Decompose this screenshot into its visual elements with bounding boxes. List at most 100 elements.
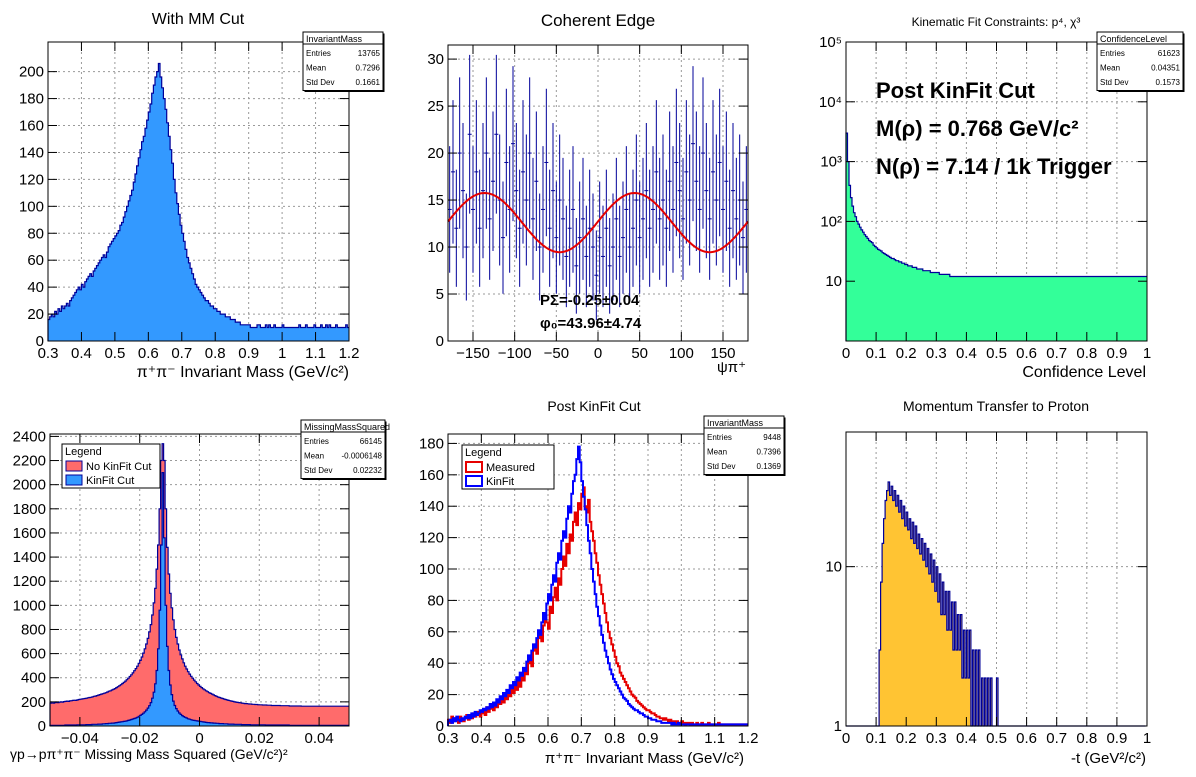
x-tick-label: 0: [842, 730, 850, 747]
x-tick-label: 0.8: [1076, 345, 1097, 362]
chart-p5: Post KinFit Cut 0.3 0.4 0.5 0.6 0.7 0.8 0.9 1 1.…: [419, 398, 786, 767]
stats-key: Mean: [306, 64, 326, 73]
stats-key: Std Dev: [707, 462, 735, 471]
pad-invariant-mass-mm-cut: With MM Cut 0.3 0.4 0.5 0.6 0.7 0.8 0.9 1 1.1 1.2…: [0, 0, 398, 386]
x-tick-label: 0.8: [604, 730, 625, 747]
y-tick-label: 1000: [13, 597, 46, 614]
stats-key: Entries: [304, 437, 329, 446]
chart-title: Post KinFit Cut: [547, 398, 640, 414]
stats-value: 0.04351: [1151, 64, 1180, 73]
legend-swatch: [65, 460, 83, 472]
chart-p3: Kinematic Fit Constraints: p⁴, χ³ 0 0.1 0.…: [819, 15, 1185, 381]
stats-title: InvariantMass: [306, 34, 363, 44]
pad-confidence-level: Kinematic Fit Constraints: p⁴, χ³ 0 0.1 0.…: [798, 0, 1196, 386]
stats-value: 0.1661: [356, 78, 381, 87]
x-axis-label: Confidence Level: [1022, 364, 1146, 381]
chart-p2: Coherent Edge −150 −100 −50 0 50 100 150 0 5 10 15…: [427, 11, 749, 376]
x-tick-label: 0.2: [896, 345, 917, 362]
stats-value: 66145: [360, 437, 383, 446]
y-tick-label: 0: [436, 333, 444, 350]
legend-box: [461, 444, 555, 490]
x-tick-label: 1: [1143, 730, 1151, 747]
x-axis-label: π⁺π⁻ Invariant Mass (GeV/c²): [545, 750, 744, 767]
chart-title: Kinematic Fit Constraints: p⁴, χ³: [912, 15, 1081, 29]
y-tick-label: 20: [427, 687, 444, 704]
y-tick-label: 60: [427, 624, 444, 641]
y-tick-label: 1600: [13, 525, 46, 542]
y-tick-label: 160: [19, 118, 44, 135]
stats-title: ConfidenceLevel: [1100, 34, 1167, 44]
chart-title: Momentum Transfer to Proton: [903, 398, 1089, 414]
step-series-kinfit: [447, 445, 748, 726]
y-tick-label: 10⁵: [819, 34, 842, 51]
stats-box: [302, 31, 384, 91]
legend-label: No KinFit Cut: [86, 461, 151, 473]
pad-post-kinfit-mass: Post KinFit Cut 0.3 0.4 0.5 0.6 0.7 0.8 0.9 1 1.…: [398, 386, 798, 772]
legend-title: Legend: [465, 447, 502, 459]
y-tick-label: 60: [27, 252, 44, 269]
y-tick-label: 140: [19, 144, 44, 161]
x-tick-label: 0.6: [538, 730, 559, 747]
histogram-outline: [49, 443, 349, 726]
y-tick-label: 10: [825, 559, 842, 576]
stats-title: MissingMassSquared: [304, 422, 390, 432]
x-tick-label: 0.1: [866, 345, 887, 362]
histogram-fill: [846, 133, 1147, 341]
x-axis-label: ψπ⁺: [717, 359, 746, 376]
y-tick-label: 80: [427, 592, 444, 609]
y-tick-label: 200: [21, 694, 46, 711]
x-tick-label: 0.6: [138, 345, 159, 362]
x-tick-label: 0.5: [504, 730, 525, 747]
x-tick-label: 0.3: [38, 345, 59, 362]
y-tick-label: 200: [19, 64, 44, 81]
y-tick-label: 800: [21, 621, 46, 638]
x-tick-label: 0.4: [71, 345, 92, 362]
stats-value: 13765: [358, 49, 381, 58]
x-tick-label: 0: [594, 345, 602, 362]
y-tick-label: 15: [427, 192, 444, 209]
y-tick-label: 80: [27, 225, 44, 242]
stats-title: InvariantMass: [707, 418, 764, 428]
stats-key: Entries: [707, 433, 732, 442]
stats-key: Mean: [707, 448, 727, 457]
x-tick-label: 0.02: [245, 730, 274, 747]
histogram-outline: [47, 62, 349, 341]
x-tick-label: 0: [195, 730, 203, 747]
y-tick-label: 0: [36, 333, 44, 350]
y-tick-label: 400: [21, 670, 46, 687]
y-tick-label: 40: [27, 279, 44, 296]
x-tick-label: 0.9: [1106, 345, 1127, 362]
x-tick-label: 0: [842, 345, 850, 362]
stats-box: [1096, 31, 1184, 91]
y-tick-label: 2400: [13, 428, 46, 445]
x-tick-label: 0.1: [866, 730, 887, 747]
y-tick-label: 180: [419, 435, 444, 452]
x-tick-label: 1.1: [305, 345, 326, 362]
x-tick-label: 1: [677, 730, 685, 747]
fit-annotation-psigma: PΣ=-0.25±0.04: [540, 292, 640, 309]
fit-annotation-phi0: φ₀=43.96±4.74: [540, 315, 642, 332]
x-tick-label: 0.6: [1016, 345, 1037, 362]
x-tick-label: 0.9: [1106, 730, 1127, 747]
fit-curve: [447, 191, 749, 254]
histogram-outline: [49, 472, 349, 726]
x-tick-label: 50: [631, 345, 648, 362]
legend-label: Measured: [486, 462, 535, 474]
y-tick-label: 0: [38, 718, 46, 735]
y-tick-label: 2000: [13, 477, 46, 494]
y-tick-label: 120: [19, 171, 44, 188]
x-tick-label: 100: [669, 345, 694, 362]
chart-p1: With MM Cut 0.3 0.4 0.5 0.6 0.7 0.8 0.9 1 1.1 1.2…: [19, 11, 385, 381]
y-tick-label: 2200: [13, 453, 46, 470]
x-axis-label: γp→pπ⁺π⁻ Missing Mass Squared (GeV/c²)²: [10, 746, 288, 762]
stats-value: -0.0006148: [342, 452, 383, 461]
y-tick-label: 20: [27, 306, 44, 323]
x-tick-label: 150: [710, 345, 735, 362]
x-tick-label: 0.4: [471, 730, 492, 747]
y-tick-label: 180: [19, 91, 44, 108]
x-axis-label: π⁺π⁻ Invariant Mass (GeV/c²): [137, 364, 349, 381]
legend-swatch: [465, 461, 483, 473]
x-tick-label: 1.2: [339, 345, 360, 362]
x-tick-label: −0.04: [61, 730, 99, 747]
x-tick-label: 1.2: [738, 730, 759, 747]
